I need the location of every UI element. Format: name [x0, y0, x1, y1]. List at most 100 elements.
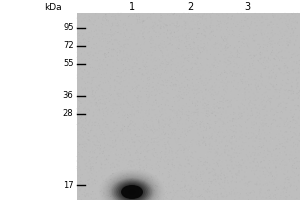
- Point: [95, 147, 100, 151]
- Point: [196, 81, 201, 84]
- Point: [190, 187, 195, 190]
- Point: [231, 60, 236, 63]
- Point: [100, 130, 105, 134]
- Point: [235, 12, 240, 15]
- Point: [79, 97, 84, 100]
- Point: [101, 144, 106, 147]
- Point: [117, 167, 122, 170]
- Point: [275, 51, 280, 54]
- Point: [167, 168, 171, 171]
- Point: [82, 94, 87, 97]
- Point: [283, 17, 288, 20]
- Point: [183, 54, 188, 57]
- Point: [274, 111, 279, 114]
- Point: [136, 48, 141, 51]
- Point: [204, 32, 209, 35]
- Point: [135, 118, 140, 121]
- Point: [195, 113, 200, 116]
- Point: [95, 182, 100, 185]
- Point: [204, 57, 209, 60]
- Point: [172, 100, 177, 103]
- Point: [230, 87, 235, 90]
- Point: [86, 179, 91, 182]
- Point: [88, 19, 93, 22]
- Point: [104, 18, 109, 21]
- Point: [154, 148, 159, 151]
- Point: [214, 35, 218, 38]
- Point: [208, 197, 213, 200]
- Point: [137, 158, 142, 161]
- Point: [256, 176, 260, 179]
- Point: [110, 43, 115, 46]
- Point: [170, 109, 175, 112]
- Point: [164, 32, 169, 35]
- Point: [244, 150, 249, 154]
- Point: [118, 156, 123, 159]
- Point: [290, 50, 295, 53]
- Point: [247, 46, 251, 50]
- Point: [166, 36, 170, 39]
- Point: [142, 19, 146, 22]
- Point: [244, 48, 249, 51]
- Point: [89, 137, 94, 140]
- Point: [83, 162, 88, 166]
- Point: [287, 64, 292, 67]
- Point: [249, 155, 254, 158]
- Point: [274, 147, 279, 150]
- Point: [273, 175, 278, 178]
- Point: [286, 75, 291, 79]
- Point: [255, 26, 260, 29]
- Point: [181, 196, 186, 199]
- Point: [264, 44, 269, 47]
- Point: [236, 51, 241, 54]
- Point: [87, 54, 92, 57]
- Point: [214, 77, 219, 81]
- Point: [102, 133, 107, 136]
- Point: [288, 175, 293, 179]
- Point: [292, 42, 297, 45]
- Point: [250, 76, 255, 79]
- Point: [194, 111, 198, 114]
- Point: [91, 150, 95, 153]
- Point: [178, 116, 183, 119]
- Point: [88, 118, 93, 122]
- Point: [166, 166, 171, 169]
- Point: [208, 32, 212, 35]
- Point: [270, 12, 275, 15]
- Point: [208, 26, 213, 29]
- Point: [128, 159, 133, 162]
- Point: [197, 197, 202, 200]
- Point: [182, 32, 187, 35]
- Point: [177, 73, 182, 77]
- Point: [209, 95, 214, 98]
- Point: [202, 45, 207, 48]
- Point: [126, 84, 131, 87]
- Point: [174, 189, 179, 193]
- Point: [294, 156, 299, 159]
- Point: [92, 157, 97, 160]
- Point: [207, 190, 212, 193]
- Point: [253, 12, 257, 15]
- Point: [86, 121, 91, 125]
- Point: [122, 102, 127, 105]
- Point: [182, 106, 187, 109]
- Point: [234, 174, 239, 177]
- Point: [184, 45, 188, 48]
- Point: [227, 166, 232, 169]
- Point: [263, 171, 268, 174]
- Point: [285, 117, 290, 121]
- Point: [115, 24, 119, 28]
- Point: [278, 125, 282, 128]
- Point: [94, 103, 98, 106]
- Point: [277, 44, 282, 47]
- Point: [237, 56, 242, 59]
- Point: [125, 113, 130, 116]
- Point: [89, 166, 94, 170]
- Point: [232, 79, 237, 82]
- Point: [171, 22, 176, 25]
- Point: [100, 48, 104, 51]
- Point: [215, 194, 220, 197]
- Point: [252, 158, 256, 161]
- Point: [234, 137, 239, 140]
- Point: [168, 61, 172, 64]
